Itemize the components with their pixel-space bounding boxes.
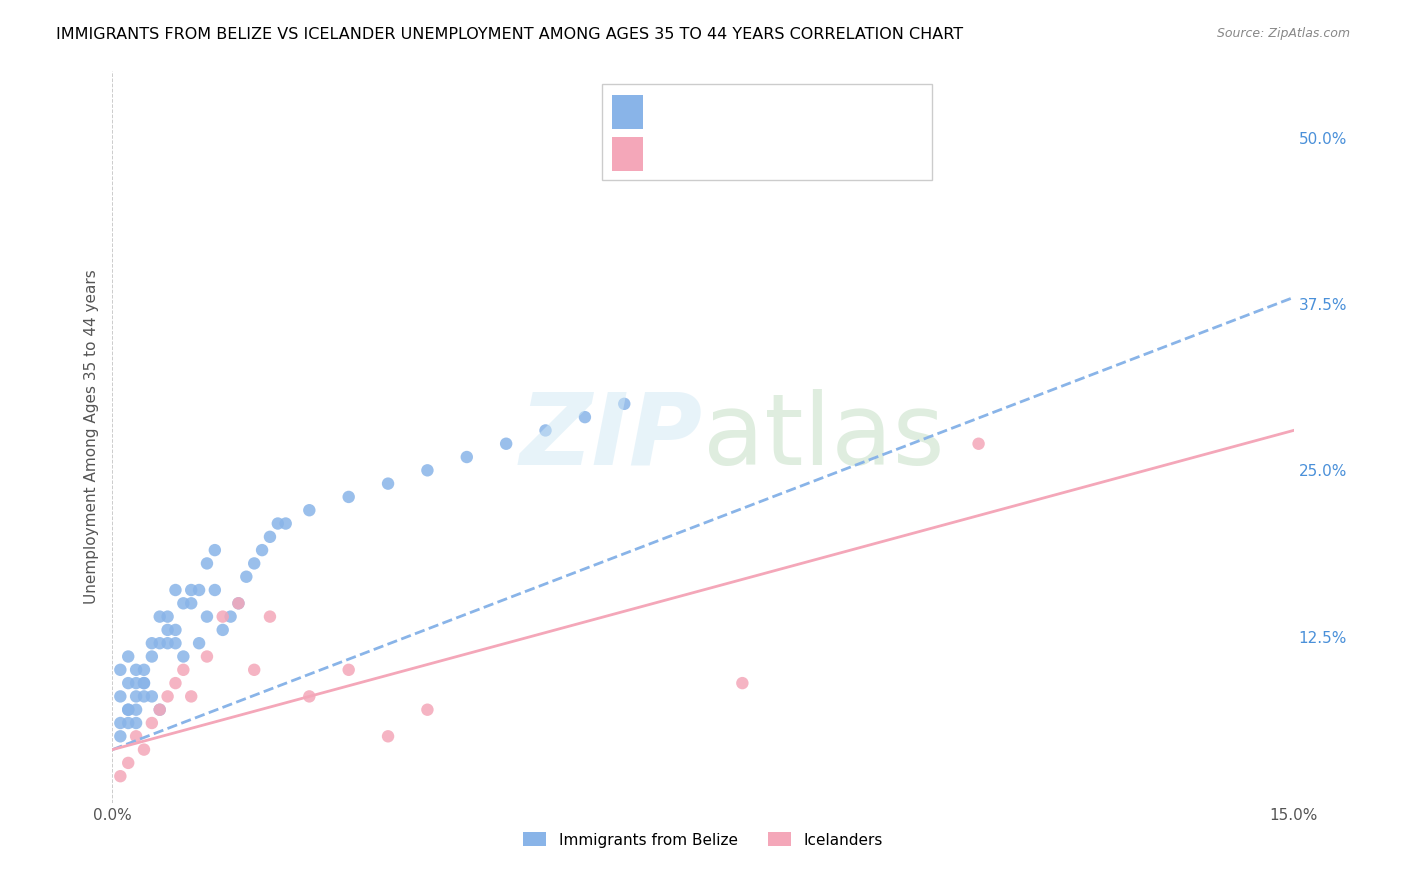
Point	[117, 649, 139, 664]
Point	[377, 476, 399, 491]
Point	[235, 570, 257, 584]
Point	[204, 582, 226, 597]
Point	[298, 503, 321, 517]
Point	[228, 596, 250, 610]
Point	[141, 636, 163, 650]
Point	[149, 609, 172, 624]
Point	[117, 716, 139, 731]
Point	[156, 690, 179, 704]
Point	[534, 424, 557, 438]
Point	[165, 623, 187, 637]
Point	[172, 663, 194, 677]
Point	[416, 703, 439, 717]
Text: ZIP: ZIP	[520, 389, 703, 485]
Point	[149, 636, 172, 650]
Point	[211, 623, 233, 637]
Point	[110, 663, 132, 677]
Point	[156, 609, 179, 624]
Point	[416, 463, 439, 477]
Point	[110, 690, 132, 704]
Point	[204, 543, 226, 558]
Point	[188, 636, 211, 650]
Point	[219, 609, 242, 624]
Text: 0.300: 0.300	[679, 140, 735, 158]
Point	[132, 676, 155, 690]
Point	[172, 596, 194, 610]
Point	[125, 716, 148, 731]
Point	[165, 636, 187, 650]
Point	[377, 729, 399, 743]
Point	[298, 690, 321, 704]
Point	[156, 636, 179, 650]
Point	[165, 676, 187, 690]
Point	[180, 596, 202, 610]
Point	[180, 690, 202, 704]
Point	[211, 609, 233, 624]
Point	[110, 716, 132, 731]
Point	[110, 729, 132, 743]
Point	[110, 769, 132, 783]
Point	[125, 703, 148, 717]
Point	[117, 703, 139, 717]
Y-axis label: Unemployment Among Ages 35 to 44 years: Unemployment Among Ages 35 to 44 years	[83, 269, 98, 605]
Point	[267, 516, 290, 531]
Point	[117, 703, 139, 717]
Point	[195, 557, 218, 571]
Point	[456, 450, 478, 464]
Point	[228, 596, 250, 610]
Point	[188, 582, 211, 597]
Point	[149, 703, 172, 717]
Point	[259, 609, 281, 624]
Point	[132, 742, 155, 756]
Text: 21: 21	[770, 140, 796, 158]
Text: IMMIGRANTS FROM BELIZE VS ICELANDER UNEMPLOYMENT AMONG AGES 35 TO 44 YEARS CORRE: IMMIGRANTS FROM BELIZE VS ICELANDER UNEM…	[56, 27, 963, 42]
Point	[117, 756, 139, 770]
Point	[259, 530, 281, 544]
Point	[495, 436, 517, 450]
Point	[117, 676, 139, 690]
Point	[132, 690, 155, 704]
Point	[125, 729, 148, 743]
Text: 58: 58	[770, 98, 796, 116]
Point	[731, 676, 754, 690]
Point	[195, 609, 218, 624]
Point	[125, 690, 148, 704]
Text: atlas: atlas	[703, 389, 945, 485]
Point	[574, 410, 596, 425]
Text: N =: N =	[741, 98, 780, 116]
Point	[180, 582, 202, 597]
Point	[274, 516, 297, 531]
Point	[125, 663, 148, 677]
Point	[337, 663, 360, 677]
Point	[967, 436, 990, 450]
Point	[165, 582, 187, 597]
Point	[156, 623, 179, 637]
Text: Source: ZipAtlas.com: Source: ZipAtlas.com	[1216, 27, 1350, 40]
Point	[141, 690, 163, 704]
Text: R =: R =	[650, 98, 689, 116]
Point	[132, 676, 155, 690]
Text: 0.591: 0.591	[679, 98, 735, 116]
Point	[149, 703, 172, 717]
Legend: Immigrants from Belize, Icelanders: Immigrants from Belize, Icelanders	[517, 826, 889, 854]
Point	[132, 663, 155, 677]
Point	[125, 676, 148, 690]
Point	[243, 663, 266, 677]
Point	[195, 649, 218, 664]
Point	[141, 716, 163, 731]
Point	[243, 557, 266, 571]
Point	[141, 649, 163, 664]
Text: R =: R =	[650, 140, 689, 158]
Point	[337, 490, 360, 504]
Point	[250, 543, 273, 558]
Point	[613, 397, 636, 411]
Text: N =: N =	[741, 140, 780, 158]
Point	[172, 649, 194, 664]
